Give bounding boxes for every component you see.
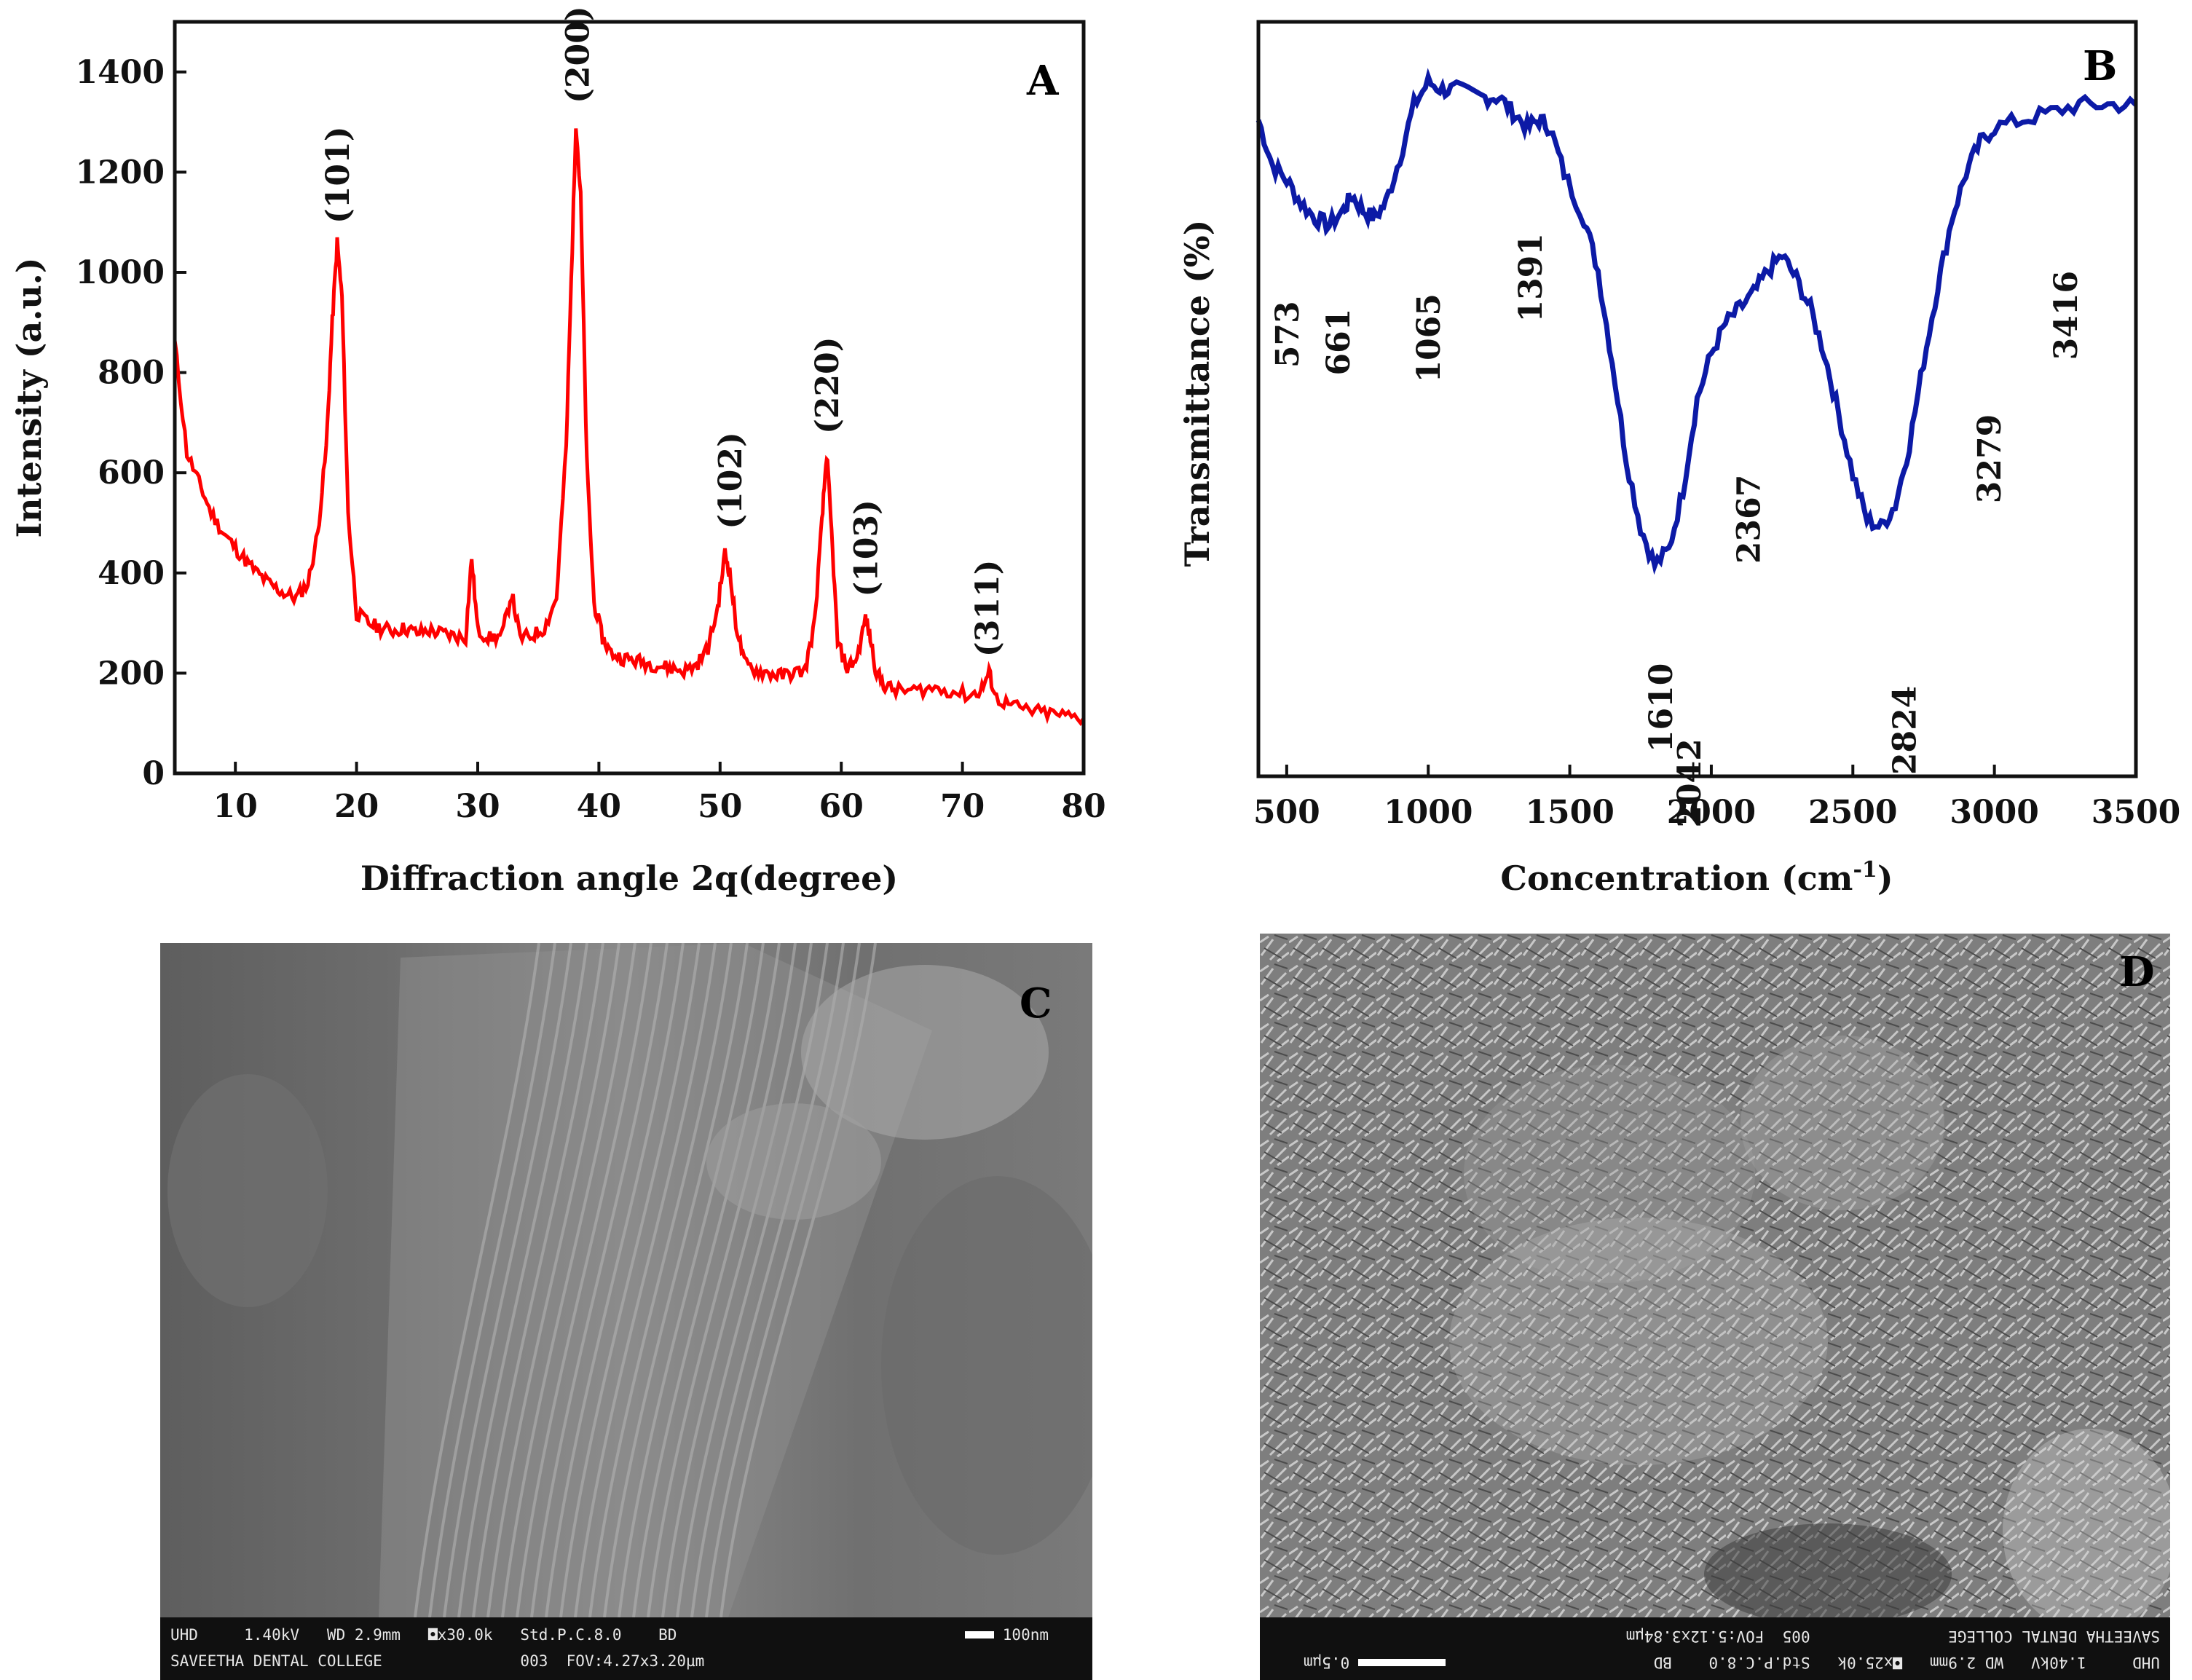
- ftir-series-line: [1255, 68, 2138, 575]
- sem-params-c: UHD 1.40kV WD 2.9mm ◘x30.0k Std.P.C.8.0 …: [170, 1626, 677, 1644]
- ftir-peak-label: 3416: [2048, 271, 2085, 360]
- xrd-x-tick-label: 80: [1061, 788, 1105, 825]
- sem-image-d: D UHD 1.40kV WD 2.9mm ◘x25.0k Std.P.C.8.…: [1260, 934, 2170, 1680]
- ftir-plot-frame: [1256, 20, 2138, 778]
- xrd-x-tick-label: 30: [455, 788, 500, 825]
- ftir-peak-label: 2042: [1671, 738, 1708, 827]
- ftir-x-axis-label: Concentration (cm-1): [1500, 857, 1893, 898]
- sem-image-c: C UHD 1.40kV WD 2.9mm ◘x30.0k Std.P.C.8.…: [160, 943, 1092, 1680]
- sem-stripe: [545, 943, 685, 1617]
- sem-lab-c: SAVEETHA DENTAL COLLEGE 003 FOV:4.27x3.2…: [170, 1652, 705, 1670]
- xrd-x-tick-label: 50: [698, 788, 742, 825]
- ftir-y-axis-label: Transmittance (%): [1178, 220, 1217, 567]
- sem-stripe: [486, 943, 620, 1617]
- sem-stripe: [414, 943, 540, 1617]
- xrd-x-tick-label: 40: [577, 788, 621, 825]
- ftir-peak-label: 573: [1269, 301, 1306, 368]
- ftir-x-tick-label: 3000: [1949, 794, 2038, 831]
- xrd-y-tick-label: 0: [142, 755, 165, 792]
- xrd-x-tick-label: 60: [819, 788, 864, 825]
- xrd-plot-frame: [173, 20, 1086, 776]
- sem-micrograph-d: [1260, 934, 2170, 1618]
- ftir-peak-label: 1610: [1643, 663, 1680, 752]
- ftir-x-tick-label: 2500: [1808, 794, 1897, 831]
- sem-stripe: [647, 943, 797, 1617]
- ftir-x-tick-label: 500: [1253, 794, 1320, 831]
- ftir-x-tick-label: 1000: [1384, 794, 1472, 831]
- sem-info-bar-d: UHD 1.40kV WD 2.9mm ◘x25.0k Std.P.C.8.0 …: [1260, 1617, 2170, 1680]
- sem-info-bar-c: UHD 1.40kV WD 2.9mm ◘x30.0k Std.P.C.8.0 …: [160, 1617, 1092, 1680]
- sem-stripe: [618, 943, 765, 1617]
- panel-label-b: B: [2083, 42, 2117, 90]
- xrd-x-tick-label: 70: [940, 788, 985, 825]
- sem-stripe: [588, 943, 733, 1617]
- sem-stripe: [559, 943, 701, 1617]
- xrd-series-line: [173, 128, 1086, 727]
- xrd-peak-label: (102): [712, 432, 749, 529]
- sem-stripe: [661, 943, 813, 1617]
- xrd-y-tick-label: 1000: [76, 254, 165, 291]
- xrd-peak-label: (103): [848, 500, 885, 596]
- ftir-peak-label: 2824: [1886, 686, 1923, 775]
- sem-scale-d: 0.5µm: [1304, 1654, 1446, 1671]
- xrd-y-axis-label: Intensity (a.u.): [9, 257, 49, 537]
- sem-stripe: [516, 943, 653, 1617]
- panel-label-c: C: [1020, 979, 1052, 1028]
- xrd-peak-label: (311): [969, 560, 1006, 657]
- sem-stripe: [530, 943, 669, 1617]
- sem-micrograph-c: [160, 943, 1092, 1617]
- sem-stripe: [457, 943, 588, 1617]
- sem-stripe: [443, 943, 572, 1617]
- sem-scale-c: 100nm: [964, 1626, 1049, 1644]
- xrd-y-tick-label: 600: [98, 454, 165, 492]
- xrd-chart: 10 20 30 40 50 60 70 80020040060080010001200140…: [9, 6, 1106, 898]
- sem-params-d: UHD 1.40kV WD 2.9mm ◘x25.0k Std.P.C.8.0 …: [1653, 1654, 2160, 1671]
- xrd-x-tick-label: 20: [334, 788, 379, 825]
- ftir-x-tick-label: 2000: [1667, 794, 1756, 831]
- xrd-x-tick-label: 10: [213, 788, 258, 825]
- panel-label-d: D: [2119, 948, 2155, 996]
- ftir-peak-label: 3279: [1971, 414, 2008, 503]
- xrd-y-tick-label: 400: [98, 555, 165, 592]
- sem-stripe: [501, 943, 636, 1617]
- ftir-peak-label: 1065: [1411, 293, 1448, 382]
- ftir-x-tick-label: 3500: [2092, 794, 2180, 831]
- sem-stripe: [632, 943, 781, 1617]
- xrd-y-tick-label: 1200: [76, 154, 165, 191]
- ftir-x-tick-label: 1500: [1525, 794, 1614, 831]
- sem-lab-d: SAVEETHA DENTAL COLLEGE 005 FOV:5.12x3.8…: [1625, 1628, 2160, 1645]
- xrd-y-tick-label: 200: [98, 655, 165, 692]
- ftir-peak-label: 2367: [1730, 475, 1767, 564]
- sem-stripe: [428, 943, 556, 1617]
- xrd-x-axis-label: Diffraction angle 2q(degree): [360, 859, 898, 898]
- xrd-peak-label: (101): [320, 126, 357, 223]
- xrd-y-tick-label: 800: [98, 355, 165, 392]
- panel-label-a: A: [1026, 57, 1060, 105]
- sem-stripe: [574, 943, 717, 1617]
- ftir-peak-label: 1391: [1513, 233, 1550, 322]
- sem-stripe: [603, 943, 749, 1617]
- sem-stripe: [472, 943, 604, 1617]
- ftir-chart: 500 1000 1500 2000 2500 3000 3500 573 661 1065 139…: [1178, 20, 2180, 898]
- ftir-peak-label: 661: [1320, 309, 1357, 376]
- xrd-peak-label: (220): [809, 336, 846, 433]
- xrd-y-tick-label: 1400: [76, 54, 165, 91]
